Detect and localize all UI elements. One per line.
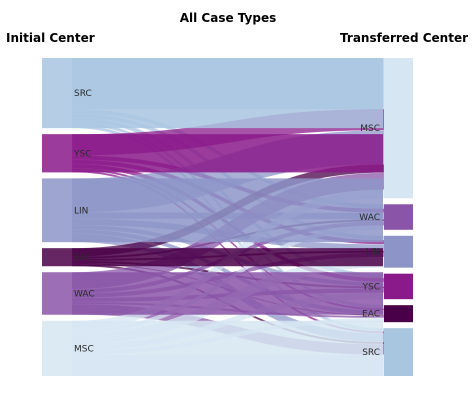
source-node-lin (42, 178, 383, 243)
source-label-lin: LIN (74, 206, 88, 216)
target-node-lin (384, 235, 413, 268)
target-label-src: SRC (362, 348, 380, 358)
target-label-eac: EAC (362, 310, 380, 320)
chart-title: All Case Types (180, 11, 277, 25)
target-node-wac (384, 204, 413, 230)
target-node-eac (384, 305, 413, 323)
source-node-ysc (42, 134, 383, 173)
right-header: Transferred Center (340, 31, 468, 45)
source-node-eac (42, 248, 383, 267)
target-node-msc (384, 58, 413, 199)
target-label-lin: LIN (366, 248, 380, 258)
source-label-ysc: YSC (73, 149, 92, 159)
target-node-ysc (384, 273, 413, 300)
target-label-msc: MSC (360, 124, 380, 134)
left-header: Initial Center (6, 31, 95, 45)
target-label-ysc: YSC (362, 282, 381, 292)
target-label-wac: WAC (359, 213, 380, 223)
source-node-msc (42, 320, 383, 376)
source-label-wac: WAC (74, 289, 95, 299)
source-label-eac: EAC (74, 253, 92, 263)
source-node-src (42, 58, 383, 129)
source-label-msc: MSC (74, 344, 94, 354)
nodes-layer (42, 58, 413, 376)
target-node-src (384, 328, 413, 376)
labels-layer: SRC YSC LIN EAC WAC MSC MSC WAC LIN YSC EAC SRC (73, 89, 380, 358)
source-node-wac (42, 272, 383, 315)
source-label-src: SRC (74, 89, 92, 99)
